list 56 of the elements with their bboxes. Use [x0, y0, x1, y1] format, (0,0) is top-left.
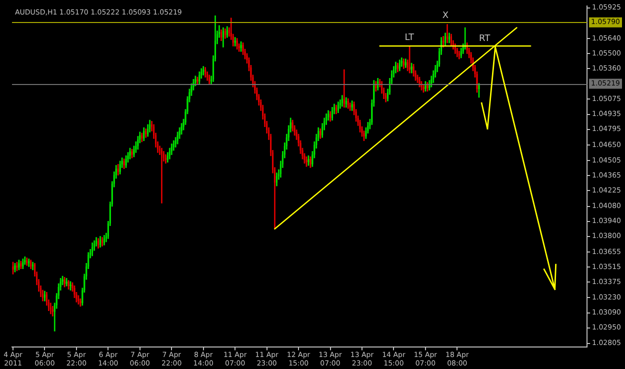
candlestick [14, 262, 16, 272]
annotation: LT [404, 33, 414, 44]
candlestick [74, 286, 76, 298]
candlestick [402, 58, 404, 69]
candlestick [180, 123, 182, 135]
candlestick [194, 76, 196, 86]
candlestick [310, 156, 312, 168]
candlestick [236, 38, 238, 50]
candlestick [398, 60, 400, 72]
annotation: RT [478, 34, 491, 44]
candlestick [359, 120, 361, 132]
candlestick [416, 74, 418, 83]
candlestick [119, 160, 121, 174]
candlestick [349, 102, 351, 111]
candlestick [16, 262, 18, 272]
candlestick [240, 41, 242, 52]
candlestick [141, 132, 143, 142]
candlestick [446, 24, 448, 44]
candlestick [242, 42, 244, 55]
candlestick [343, 69, 345, 108]
candlestick [30, 260, 32, 270]
candlestick [418, 76, 420, 88]
candlestick [166, 152, 168, 163]
candlestick [145, 128, 147, 138]
candlestick [131, 148, 133, 158]
candlestick [292, 120, 294, 132]
candlestick [20, 260, 22, 270]
candlestick [28, 258, 30, 267]
candlestick [125, 155, 127, 168]
candlestick [66, 278, 68, 286]
candlestick [117, 164, 119, 176]
candlestick [129, 148, 131, 160]
candlestick [123, 158, 125, 169]
candlestick [308, 155, 310, 166]
candlestick [204, 67, 206, 78]
candlestick [143, 127, 145, 141]
candlestick [345, 97, 347, 108]
candlestick [363, 130, 365, 141]
candlestick [198, 71, 200, 84]
candlestick [172, 140, 174, 151]
candlestick [160, 148, 163, 204]
candlestick [404, 58, 406, 68]
candlestick [234, 37, 236, 46]
candlestick [202, 66, 204, 76]
candlestick [70, 281, 72, 291]
annotation: X [442, 11, 449, 22]
candlestick [68, 280, 70, 290]
candlestick [22, 258, 24, 270]
candlestick [26, 258, 28, 266]
candlestick [12, 262, 14, 274]
candlestick [320, 128, 322, 139]
candlestick [306, 156, 308, 167]
candlestick [341, 95, 343, 107]
candlestick [351, 100, 353, 111]
candlestick [410, 62, 412, 74]
candlestick [422, 84, 424, 93]
